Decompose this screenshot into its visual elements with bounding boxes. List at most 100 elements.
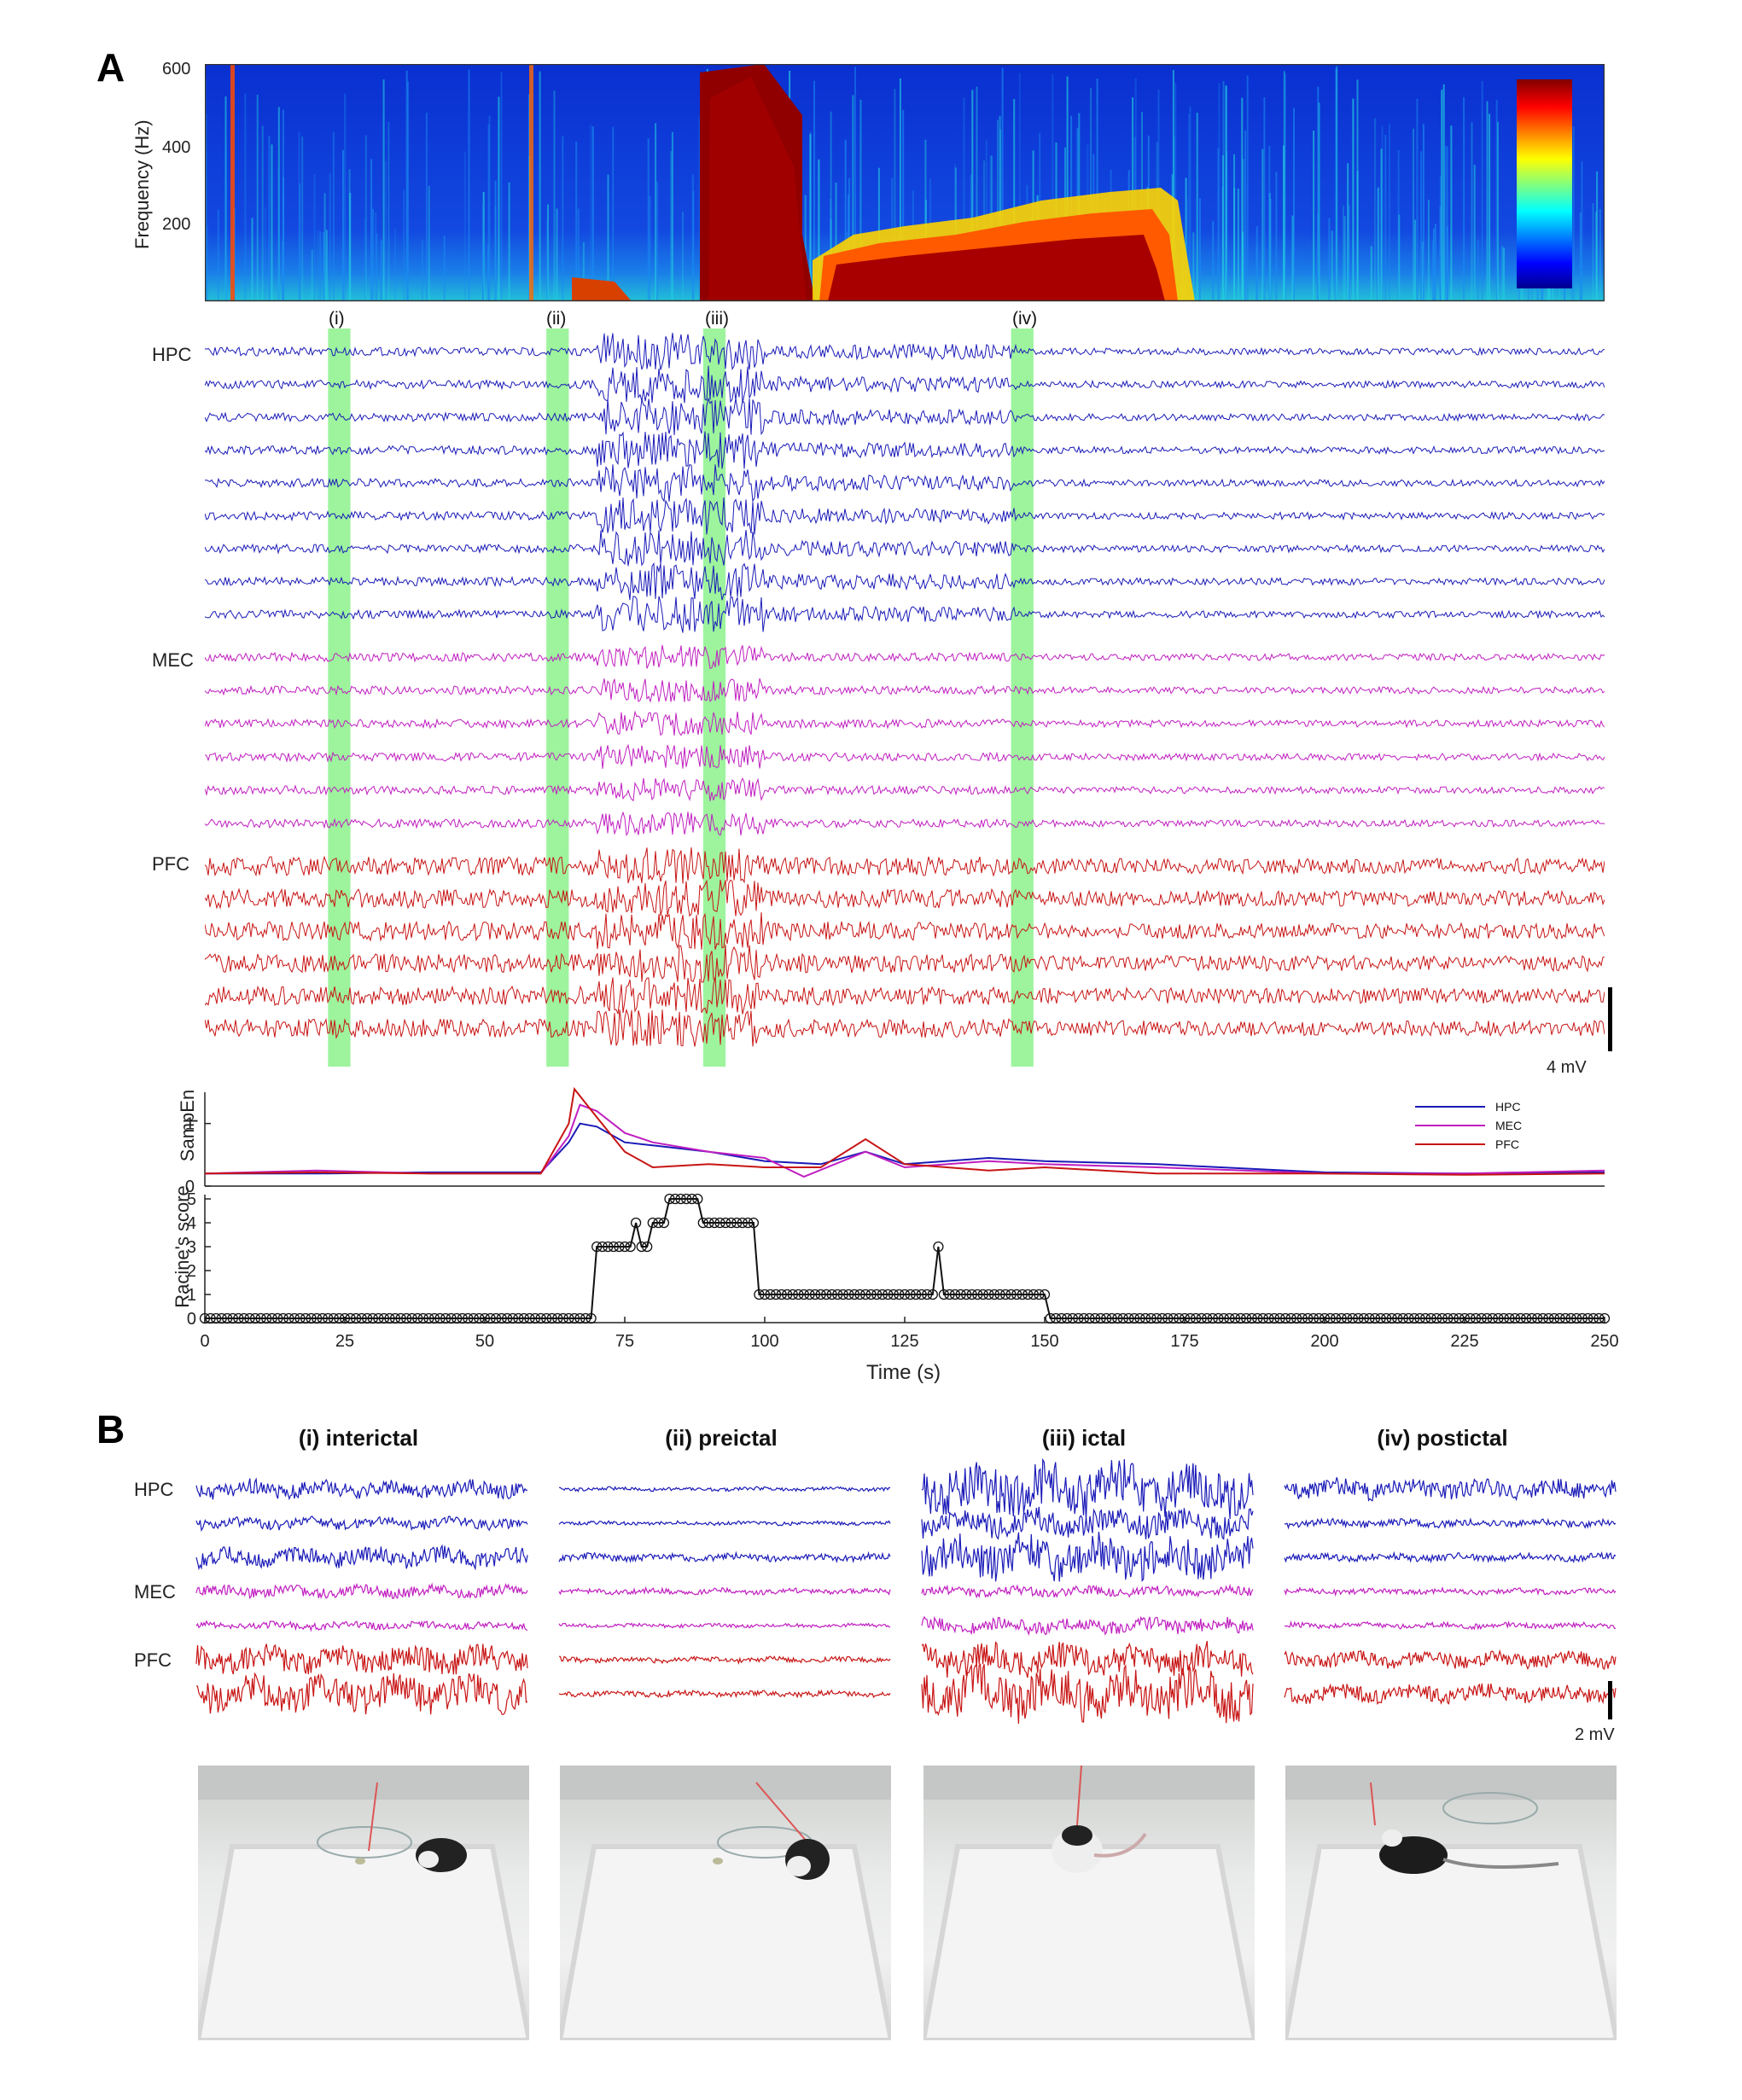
scale-bar-2mv-label: 2 mV xyxy=(1575,1725,1615,1744)
racine-marker xyxy=(1537,1312,1548,1324)
scale-bar-4mv xyxy=(1608,987,1612,1051)
lfp-trace-11 xyxy=(205,678,1605,703)
racine-marker xyxy=(1285,1312,1296,1324)
panel-a-letter: A xyxy=(96,45,125,90)
racine-marker xyxy=(529,1312,541,1324)
racine-marker xyxy=(994,1289,1005,1300)
racine-marker xyxy=(1369,1312,1381,1324)
zoom-trace xyxy=(921,1506,1254,1540)
racine-marker xyxy=(1599,1312,1611,1324)
region-label-hpc: HPC xyxy=(152,344,192,365)
racine-marker xyxy=(916,1289,927,1300)
video-frame-preictal xyxy=(560,1766,891,2040)
racine-marker xyxy=(1476,1312,1487,1324)
racine-marker xyxy=(1521,1312,1532,1324)
racine-marker xyxy=(1358,1312,1370,1324)
racine-marker xyxy=(434,1312,446,1324)
racine-marker xyxy=(1543,1312,1554,1324)
window-label-iv: (iv) xyxy=(1012,309,1038,329)
lfp-trace-1 xyxy=(205,332,1605,370)
racine-marker xyxy=(1028,1289,1040,1300)
racine-marker xyxy=(1308,1312,1320,1324)
racine-marker xyxy=(277,1312,288,1324)
racine-marker xyxy=(362,1312,373,1324)
spec-ytick-200: 200 xyxy=(162,215,191,234)
racine-marker xyxy=(843,1289,854,1300)
window-highlight-2 xyxy=(546,329,569,1067)
racine-marker xyxy=(1353,1312,1364,1324)
racine-ytick: 0 xyxy=(187,1310,196,1329)
lfp-trace-16 xyxy=(205,847,1605,884)
racine-marker xyxy=(412,1312,423,1324)
racine-ytick: 1 xyxy=(187,1286,196,1305)
racine-marker xyxy=(1246,1312,1257,1324)
racine-marker xyxy=(1039,1289,1051,1300)
racine-marker xyxy=(848,1289,860,1300)
sampen-line-hpc xyxy=(205,1122,1605,1175)
racine-marker xyxy=(625,1241,636,1253)
lfp-trace-15 xyxy=(205,811,1605,837)
racine-marker xyxy=(1185,1312,1196,1324)
racine-marker xyxy=(798,1289,810,1300)
racine-line xyxy=(205,1198,1605,1319)
racine-marker xyxy=(642,1241,653,1253)
racine-marker xyxy=(479,1312,491,1324)
b-region-label-hpc: HPC xyxy=(134,1479,174,1500)
xaxis-tick: 125 xyxy=(890,1332,918,1351)
racine-marker xyxy=(1509,1312,1521,1324)
zoom-trace xyxy=(921,1640,1254,1678)
racine-marker xyxy=(586,1312,597,1324)
racine-marker xyxy=(457,1312,468,1324)
racine-marker xyxy=(1128,1312,1140,1324)
racine-marker xyxy=(557,1312,568,1324)
racine-marker xyxy=(686,1193,697,1205)
racine-marker xyxy=(1314,1312,1325,1324)
racine-marker xyxy=(205,1312,216,1324)
xaxis-tick: 50 xyxy=(475,1332,494,1351)
racine-marker xyxy=(485,1312,496,1324)
racine-marker xyxy=(222,1312,233,1324)
racine-marker xyxy=(809,1289,821,1300)
racine-marker xyxy=(1375,1312,1386,1324)
racine-marker xyxy=(367,1312,378,1324)
racine-marker xyxy=(737,1217,748,1229)
spec-ytick-600: 600 xyxy=(162,60,191,79)
racine-marker xyxy=(306,1312,317,1324)
racine-marker xyxy=(894,1289,905,1300)
racine-marker xyxy=(1431,1312,1442,1324)
racine-marker xyxy=(1196,1312,1207,1324)
racine-marker xyxy=(384,1312,395,1324)
racine-marker xyxy=(1571,1312,1582,1324)
racine-marker xyxy=(580,1312,591,1324)
racine-marker xyxy=(865,1289,877,1300)
racine-marker xyxy=(1011,1289,1022,1300)
racine-marker xyxy=(1218,1312,1230,1324)
racine-marker xyxy=(1498,1312,1510,1324)
racine-marker xyxy=(294,1312,306,1324)
scale-bar-2mv xyxy=(1608,1681,1612,1719)
racine-marker xyxy=(502,1312,513,1324)
zoom-trace xyxy=(1284,1683,1617,1705)
zoom-trace xyxy=(195,1672,528,1715)
racine-marker xyxy=(328,1312,340,1324)
racine-marker xyxy=(1190,1312,1202,1324)
legend-mec: MEC xyxy=(1495,1119,1522,1132)
racine-marker xyxy=(266,1312,277,1324)
racine-marker xyxy=(1078,1312,1090,1324)
racine-marker xyxy=(1408,1312,1420,1324)
xaxis-tick: 0 xyxy=(200,1332,209,1351)
racine-marker xyxy=(1425,1312,1436,1324)
racine-marker xyxy=(1588,1312,1599,1324)
racine-marker xyxy=(664,1193,675,1205)
racine-marker xyxy=(440,1312,452,1324)
racine-marker xyxy=(754,1289,765,1300)
racine-marker xyxy=(1364,1312,1375,1324)
racine-marker xyxy=(345,1312,356,1324)
racine-marker xyxy=(692,1193,703,1205)
racine-marker xyxy=(832,1289,843,1300)
racine-marker xyxy=(1229,1312,1241,1324)
racine-marker xyxy=(423,1312,434,1324)
racine-marker xyxy=(905,1289,916,1300)
spec-ytick-400: 400 xyxy=(162,138,191,157)
racine-marker xyxy=(1291,1312,1302,1324)
